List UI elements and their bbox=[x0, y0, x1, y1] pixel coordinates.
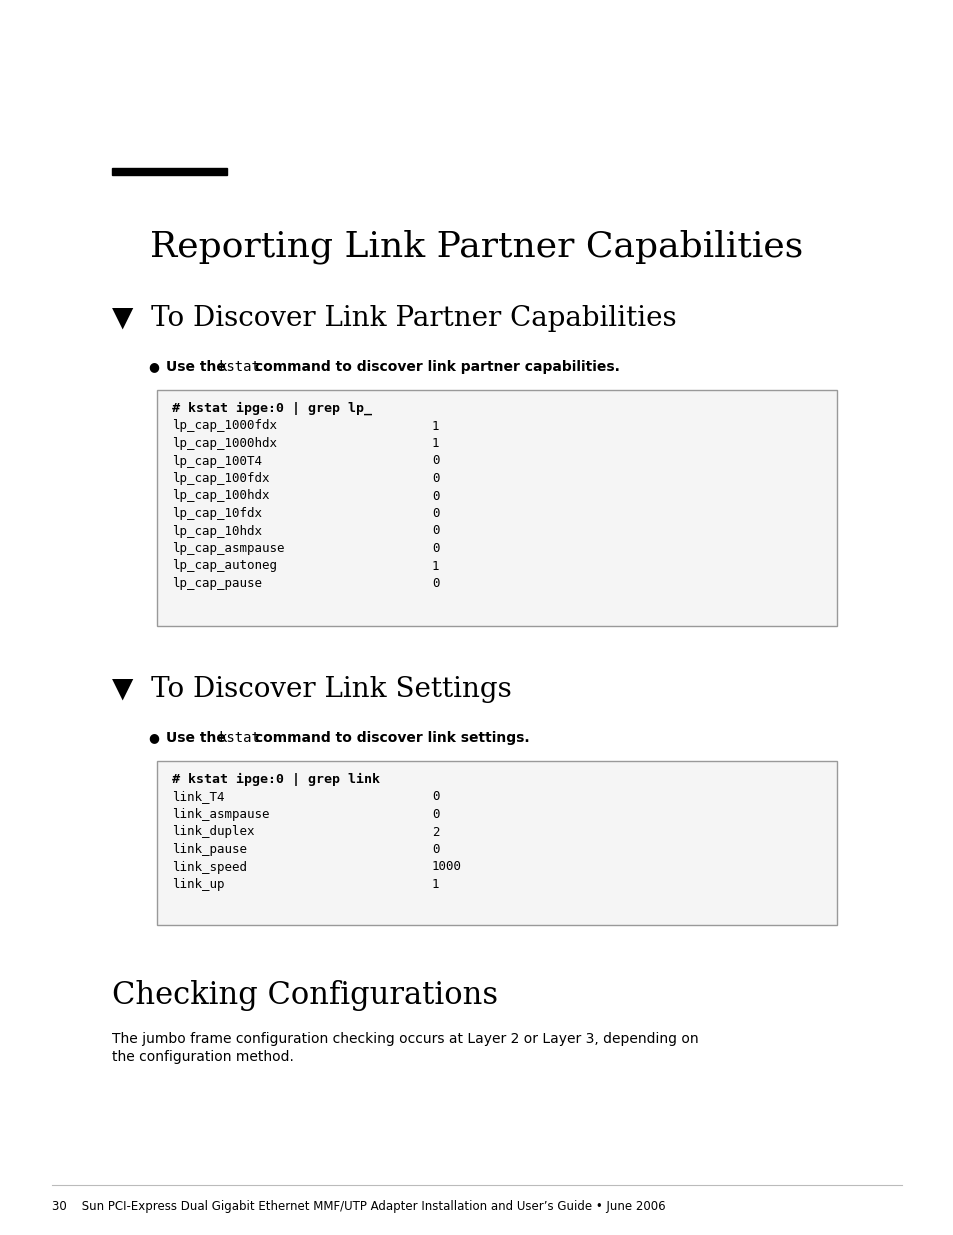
Text: lp_cap_1000fdx: lp_cap_1000fdx bbox=[172, 420, 276, 432]
Text: # kstat ipge:0 | grep lp_: # kstat ipge:0 | grep lp_ bbox=[172, 403, 372, 415]
Text: link_duplex: link_duplex bbox=[172, 825, 254, 839]
Text: command to discover link partner capabilities.: command to discover link partner capabil… bbox=[250, 359, 619, 374]
Text: 30    Sun PCI-Express Dual Gigabit Ethernet MMF/UTP Adapter Installation and Use: 30 Sun PCI-Express Dual Gigabit Ethernet… bbox=[52, 1200, 665, 1213]
Text: 1000: 1000 bbox=[432, 861, 461, 873]
Text: link_speed: link_speed bbox=[172, 861, 247, 873]
Text: 0: 0 bbox=[432, 472, 439, 485]
Text: ●: ● bbox=[148, 359, 159, 373]
Text: lp_cap_100T4: lp_cap_100T4 bbox=[172, 454, 262, 468]
Text: lp_cap_100hdx: lp_cap_100hdx bbox=[172, 489, 269, 503]
Text: the configuration method.: the configuration method. bbox=[112, 1050, 294, 1065]
Text: link_up: link_up bbox=[172, 878, 224, 890]
Bar bbox=[157, 761, 836, 925]
Text: 2: 2 bbox=[432, 825, 439, 839]
Text: lp_cap_1000hdx: lp_cap_1000hdx bbox=[172, 437, 276, 450]
Text: 0: 0 bbox=[432, 542, 439, 555]
Text: 0: 0 bbox=[432, 525, 439, 537]
Text: ▼  To Discover Link Partner Capabilities: ▼ To Discover Link Partner Capabilities bbox=[112, 305, 676, 332]
Text: # kstat ipge:0 | grep link: # kstat ipge:0 | grep link bbox=[172, 773, 379, 787]
Text: 1: 1 bbox=[432, 420, 439, 432]
Text: kstat: kstat bbox=[218, 359, 259, 374]
Text: lp_cap_asmpause: lp_cap_asmpause bbox=[172, 542, 284, 555]
Text: 0: 0 bbox=[432, 790, 439, 804]
Text: 0: 0 bbox=[432, 844, 439, 856]
Text: ●: ● bbox=[148, 731, 159, 743]
Bar bbox=[112, 168, 227, 175]
Text: lp_cap_autoneg: lp_cap_autoneg bbox=[172, 559, 276, 573]
Text: 1: 1 bbox=[432, 437, 439, 450]
Text: Use the: Use the bbox=[166, 731, 231, 745]
Text: Checking Configurations: Checking Configurations bbox=[112, 981, 497, 1011]
Text: 0: 0 bbox=[432, 508, 439, 520]
Text: 0: 0 bbox=[432, 489, 439, 503]
Text: lp_cap_100fdx: lp_cap_100fdx bbox=[172, 472, 269, 485]
Text: 0: 0 bbox=[432, 454, 439, 468]
Text: link_T4: link_T4 bbox=[172, 790, 224, 804]
Text: 1: 1 bbox=[432, 878, 439, 890]
Text: link_pause: link_pause bbox=[172, 844, 247, 856]
Text: ▼  To Discover Link Settings: ▼ To Discover Link Settings bbox=[112, 676, 511, 703]
Text: kstat: kstat bbox=[218, 731, 259, 745]
Text: lp_cap_pause: lp_cap_pause bbox=[172, 577, 262, 590]
Text: The jumbo frame configuration checking occurs at Layer 2 or Layer 3, depending o: The jumbo frame configuration checking o… bbox=[112, 1032, 698, 1046]
Text: 0: 0 bbox=[432, 577, 439, 590]
Text: Use the: Use the bbox=[166, 359, 231, 374]
Text: lp_cap_10fdx: lp_cap_10fdx bbox=[172, 508, 262, 520]
Text: link_asmpause: link_asmpause bbox=[172, 808, 269, 821]
Text: 1: 1 bbox=[432, 559, 439, 573]
Text: Reporting Link Partner Capabilities: Reporting Link Partner Capabilities bbox=[151, 230, 802, 264]
Text: command to discover link settings.: command to discover link settings. bbox=[250, 731, 529, 745]
Text: lp_cap_10hdx: lp_cap_10hdx bbox=[172, 525, 262, 537]
Bar bbox=[157, 390, 836, 626]
Text: 0: 0 bbox=[432, 808, 439, 821]
